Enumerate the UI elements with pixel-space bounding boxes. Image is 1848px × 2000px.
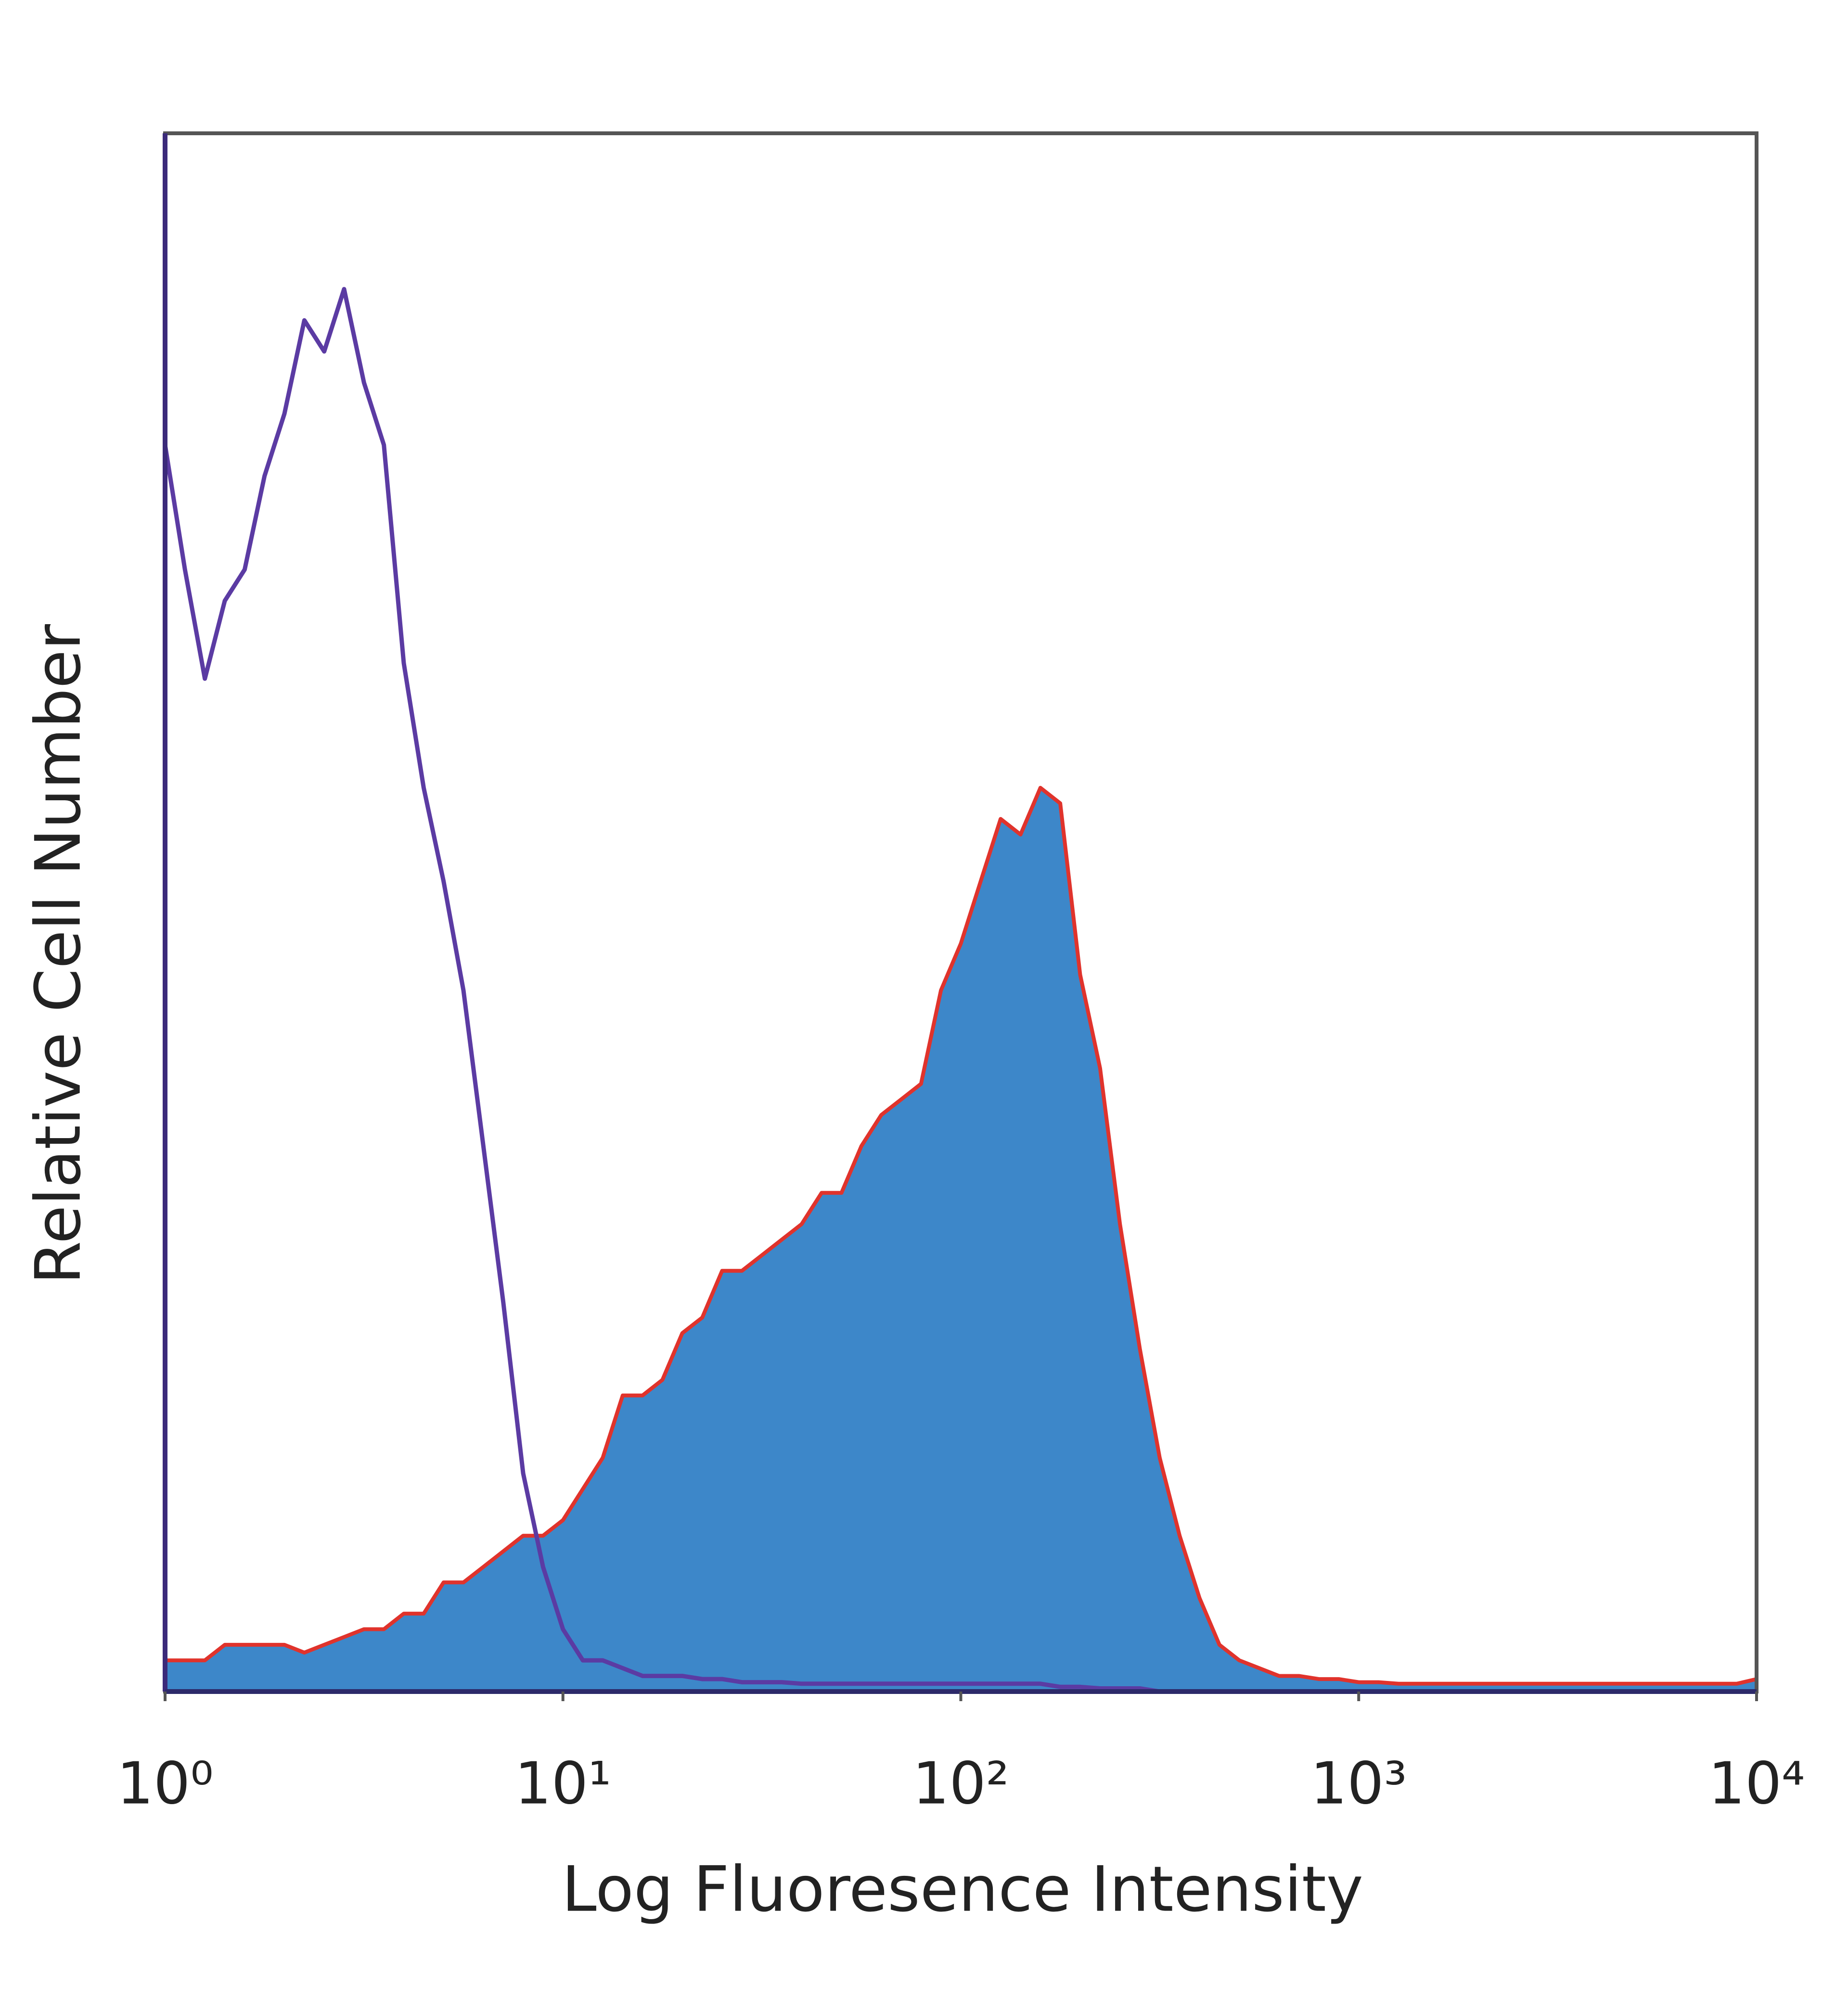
x-tick-label: 10² bbox=[912, 1751, 1009, 1818]
x-tick-label: 10¹ bbox=[514, 1751, 611, 1818]
x-tick-label: 10³ bbox=[1310, 1751, 1407, 1818]
x-tick-label: 10⁰ bbox=[117, 1751, 214, 1818]
histogram-area bbox=[163, 786, 1758, 1693]
y-axis-title: Relative Cell Number bbox=[22, 624, 95, 1284]
x-tick-label: 10⁴ bbox=[1708, 1751, 1805, 1818]
x-axis-title: Log Fluoresence Intensity bbox=[562, 1853, 1363, 1926]
